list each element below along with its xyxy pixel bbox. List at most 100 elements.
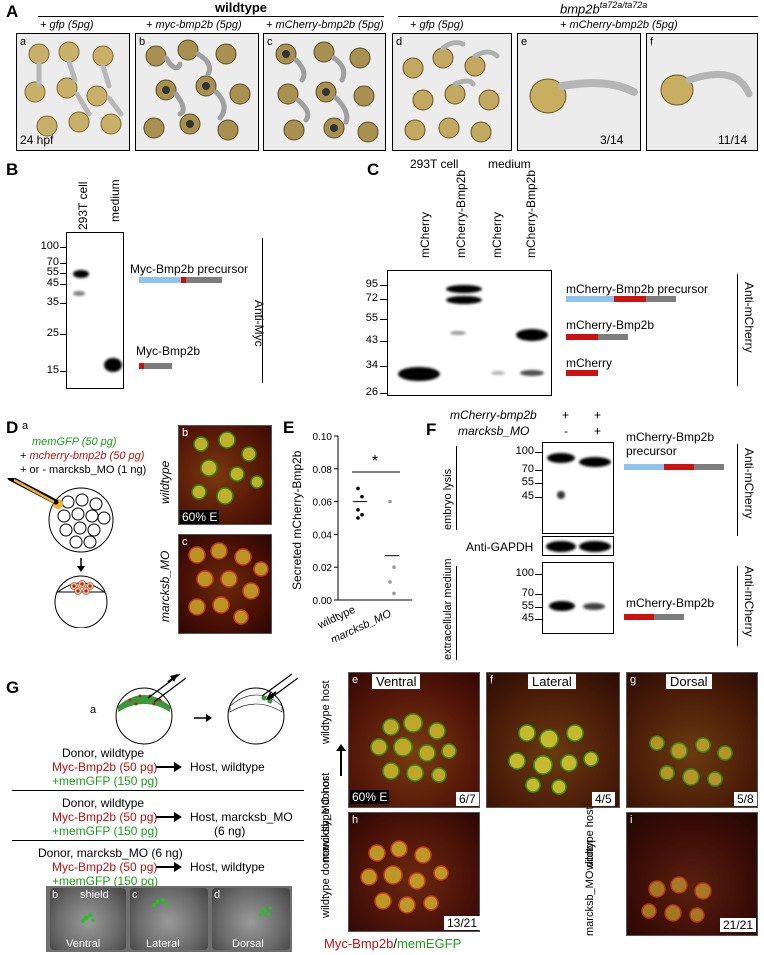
sub-b: b: [139, 36, 146, 48]
panel-d-line1: memGFP (50 pg): [32, 436, 117, 448]
panel-g-arrow-2: [156, 816, 176, 818]
panel-g-sub-c: c: [132, 889, 138, 901]
panel-g-count-g: 5/8: [734, 792, 757, 806]
panel-f-gapdh-blot: [542, 536, 614, 556]
panel-g-view-dorsal: Dorsal: [232, 938, 264, 950]
panel-g-gfp3: +memGFP (150 pg): [52, 874, 159, 888]
panel-d-row2: marcksb_MO: [158, 550, 172, 622]
panel-e-data-point: [392, 591, 396, 596]
panel-f-lysis-blot: [542, 442, 614, 534]
panel-b-mature-tag: [139, 363, 144, 369]
panel-g-sub-e: e: [352, 674, 359, 686]
panel-g-shield: shield: [80, 889, 109, 901]
panel-f-tick: [535, 452, 543, 453]
panel-g-embryo-b: [50, 888, 126, 950]
panel-g-side-arrow-1: [340, 746, 342, 776]
panel-e-label: E: [283, 418, 295, 437]
panel-b-lane2: medium: [108, 179, 122, 222]
embryo-image-d: [392, 33, 512, 151]
panel-b-precursor-prodomain: [139, 277, 181, 283]
panel-g-side-arrowhead-1: [336, 744, 346, 751]
panel-f-mature-domain: [654, 614, 684, 620]
panel-b-precursor-tag: [181, 277, 186, 283]
panel-f-precursor-mature: [694, 464, 724, 470]
panel-g-image-h: [348, 812, 480, 932]
sub-e: e: [521, 36, 528, 48]
panel-f-row2: marcksb_MO: [458, 424, 530, 438]
panel-c-faint-band: [450, 331, 466, 335]
panel-c-mcherry-bar: [566, 370, 598, 376]
panel-g-sub-h: h: [352, 814, 359, 826]
sub-a: a: [20, 36, 27, 48]
panel-g-count-f: 4/5: [592, 792, 615, 806]
panel-g-count-h: 13/21: [444, 916, 481, 930]
stage-label-a: 24 hpf: [20, 133, 54, 147]
panel-c-lane2: mCherry-Bmp2b: [454, 169, 468, 258]
panel-e-ytick-label: 0.08: [313, 465, 333, 476]
panel-d-line3: + or - marcksb_MO (1 ng): [20, 464, 147, 476]
panel-f-top-marker-100: 100: [515, 445, 534, 457]
panel-g-label: G: [6, 678, 20, 697]
panel-b-marker-25: 25: [46, 327, 59, 339]
panel-f-medium-band-2: [583, 603, 605, 610]
panel-c-mcherry-label: mCherry: [566, 356, 613, 370]
panel-g-head-ventral: Ventral: [372, 674, 421, 689]
panel-b-marker-15: 15: [46, 364, 59, 376]
panel-f-mature-mcherry: [624, 614, 654, 620]
panel-f-precursor-mcherry: [664, 464, 694, 470]
panel-f-antibody-top: Anti-mCherry: [742, 448, 756, 519]
panel-f-bottom-marker-70: 70: [521, 587, 534, 599]
panel-c-marker-95: 95: [365, 278, 378, 290]
panel-b-marker-70: 70: [46, 256, 59, 268]
panel-f-bottom-marker-55: 55: [521, 600, 534, 612]
embryo-drawing-b: [143, 39, 251, 141]
panel-g-sub-d: d: [214, 889, 221, 901]
panel-b-tick: [60, 263, 67, 264]
embryo-image-e: [517, 33, 641, 151]
panel-c-mature-mcherry: [566, 334, 598, 340]
panel-g-myc2: Myc-Bmp2b (50 pg): [52, 810, 158, 824]
panel-g-sub-g: g: [630, 674, 637, 686]
panel-b-tick: [60, 303, 67, 304]
panel-f-antibody-line-bottom: [737, 566, 738, 646]
panel-g-transplant-diagram: [115, 673, 299, 745]
panel-b-tick: [60, 284, 67, 285]
panel-f-row1: mCherry-bmp2b: [450, 408, 537, 422]
panel-c-precursor-label: mCherry-Bmp2b precursor: [566, 282, 709, 296]
panel-c-antibody-line: [737, 274, 738, 386]
panel-b-marker-35: 35: [46, 296, 59, 308]
panel-f-mature-label: mCherry-Bmp2b: [626, 596, 715, 610]
panel-c-lane4: mCherry-Bmp2b: [524, 169, 538, 258]
panel-f-lysis-band-1: [547, 453, 575, 463]
embryo-drawing-d: [402, 40, 500, 143]
panel-g-head-dorsal: Dorsal: [666, 674, 712, 689]
panel-a-label: A: [6, 2, 19, 21]
panel-e-data-point: [392, 565, 396, 569]
panel-d-cells-c: [188, 542, 269, 625]
panel-b-blot: [66, 232, 124, 389]
panel-c-group2: medium: [488, 157, 531, 171]
panel-f-top-marker-55: 55: [521, 476, 534, 488]
panel-f-side-bottom: extracellular medium: [442, 558, 454, 660]
panel-f-gapdh-band-1: [546, 541, 576, 552]
panel-g-head-lateral: Lateral: [528, 674, 576, 689]
panel-d-line2: + mcherry-bmp2b (50 pg): [20, 450, 145, 462]
panel-d-sub-b: b: [182, 427, 189, 439]
panel-g-donor1: Donor, wildtype: [62, 746, 145, 760]
panel-f-bottom-marker-45: 45: [521, 612, 534, 624]
panel-b-label: B: [6, 160, 19, 179]
embryo-image-b: [135, 33, 259, 151]
panel-c-tick: [380, 319, 388, 320]
panel-g-arrowhead-3: [174, 862, 182, 872]
panel-b-precursor-label: Myc-Bmp2b precursor: [130, 262, 249, 276]
panel-f-side-top-line: [456, 446, 457, 530]
panel-c-mcherry-band: [398, 367, 440, 381]
panel-c-group1: 293T cell: [410, 157, 459, 171]
panel-e-data-point: [360, 494, 364, 499]
panel-g-sub-f: f: [490, 674, 494, 686]
panel-f-precursor-prodomain: [624, 464, 664, 470]
panel-g-sub-b: b: [52, 889, 59, 901]
panel-g-cells-i: [641, 876, 712, 923]
col-mcherry-label: + mCherry-bmp2b (5pg): [266, 19, 384, 31]
panel-f-top-marker-45: 45: [521, 490, 534, 502]
